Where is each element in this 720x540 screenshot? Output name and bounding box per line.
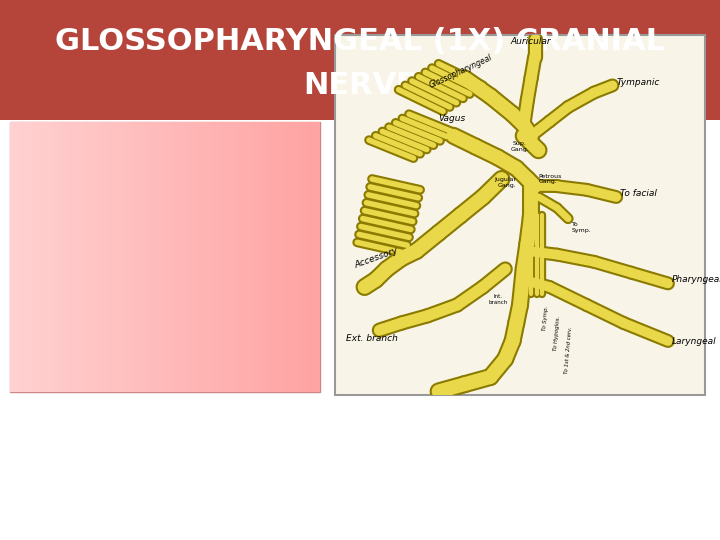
Text: To
Symp.: To Symp.: [572, 222, 592, 233]
Text: Vagus: Vagus: [438, 114, 466, 123]
Text: GLOSSOPHARYNGEAL (1X) CRANIAL: GLOSSOPHARYNGEAL (1X) CRANIAL: [55, 28, 665, 57]
Text: •: •: [16, 140, 30, 160]
Text: •: •: [16, 258, 30, 278]
Text: mixed: mixed: [28, 162, 95, 181]
Text: Ext. branch: Ext. branch: [346, 334, 398, 343]
Text: NERVE: NERVE: [303, 71, 417, 99]
Text: Sup.
Gang.: Sup. Gang.: [510, 141, 529, 152]
Text: Pharyngeal: Pharyngeal: [672, 275, 720, 284]
Text: Accessory: Accessory: [354, 246, 400, 270]
Text: Jugular
Gang.: Jugular Gang.: [494, 177, 516, 188]
Text: It is principally a: It is principally a: [28, 140, 211, 159]
Text: Auricular: Auricular: [510, 37, 552, 46]
Text: and X.: and X.: [28, 324, 98, 343]
Bar: [335, 35, 705, 395]
Text: shares nuclei with VII: shares nuclei with VII: [28, 302, 264, 321]
Text: To facial: To facial: [620, 189, 657, 198]
Text: to itself. Instead it: to itself. Instead it: [28, 280, 232, 299]
Text: To Hypoglos.: To Hypoglos.: [553, 316, 562, 351]
Text: Laryngeal: Laryngeal: [672, 336, 716, 346]
Text: a few motor fibers.: a few motor fibers.: [28, 228, 238, 247]
Text: Glossopharyngeal: Glossopharyngeal: [428, 53, 493, 90]
Text: sensory, preganglionic: sensory, preganglionic: [28, 184, 277, 203]
Text: It has no real nucleus: It has no real nucleus: [28, 258, 265, 277]
Text: Int.
branch: Int. branch: [488, 294, 508, 305]
Bar: [0, 0, 720, 120]
Text: Petrous
Gang.: Petrous Gang.: [539, 173, 562, 184]
Text: nerve with: nerve with: [86, 162, 210, 181]
Bar: [10, 122, 320, 392]
Text: To Symp.: To Symp.: [542, 305, 549, 330]
Text: To 1st & 2nd cerv.: To 1st & 2nd cerv.: [564, 327, 574, 374]
Text: Tympanic: Tympanic: [616, 78, 660, 87]
Text: parasympathetic and: parasympathetic and: [28, 206, 261, 225]
